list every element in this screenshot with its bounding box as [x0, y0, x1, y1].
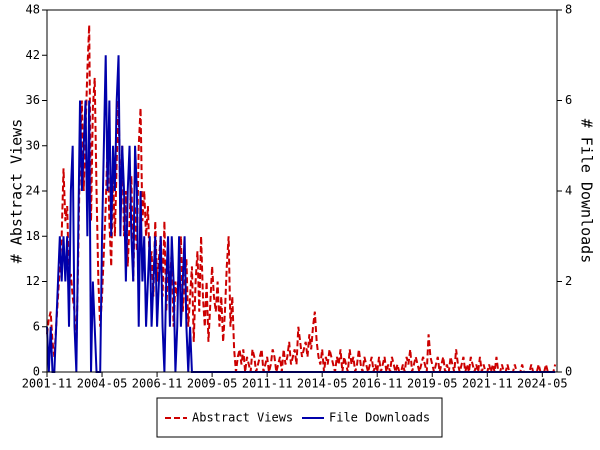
legend-label: File Downloads — [329, 411, 430, 425]
x-tick-label: 2019-05 — [407, 377, 458, 391]
x-tick-label: 2004-05 — [77, 377, 128, 391]
y2-axis-label: # File Downloads — [578, 119, 596, 264]
x-tick-label: 2009-05 — [187, 377, 238, 391]
x-tick-label: 2011-11 — [242, 377, 293, 391]
legend-box — [156, 397, 443, 438]
plot-frame — [46, 9, 558, 373]
x-tick-label: 2024-05 — [517, 377, 568, 391]
x-tick-label: 2014-05 — [297, 377, 348, 391]
y2-tick-label: 2 — [565, 274, 572, 288]
y-tick-label: 24 — [26, 184, 40, 198]
y2-tick-label: 8 — [565, 3, 572, 17]
x-tick-label: 2006-11 — [132, 377, 183, 391]
y2-tick-label: 6 — [565, 93, 572, 107]
y-tick-label: 6 — [33, 319, 40, 333]
y-tick-label: 12 — [26, 274, 40, 288]
x-tick-label: 2021-11 — [462, 377, 513, 391]
y-tick-label: 0 — [33, 365, 40, 379]
y2-tick-label: 0 — [565, 365, 572, 379]
x-tick-label: 2016-11 — [352, 377, 403, 391]
y-tick-label: 42 — [26, 48, 40, 62]
y-tick-label: 48 — [26, 3, 40, 17]
y-tick-label: 36 — [26, 93, 40, 107]
legend-label: Abstract Views — [192, 411, 293, 425]
series-line — [46, 25, 557, 373]
y-tick-label: 30 — [26, 138, 40, 152]
x-tick-label: 2001-11 — [22, 377, 73, 391]
y2-tick-label: 4 — [565, 184, 572, 198]
y-tick-label: 18 — [26, 229, 40, 243]
y-axis-label: # Abstract Views — [8, 119, 26, 264]
